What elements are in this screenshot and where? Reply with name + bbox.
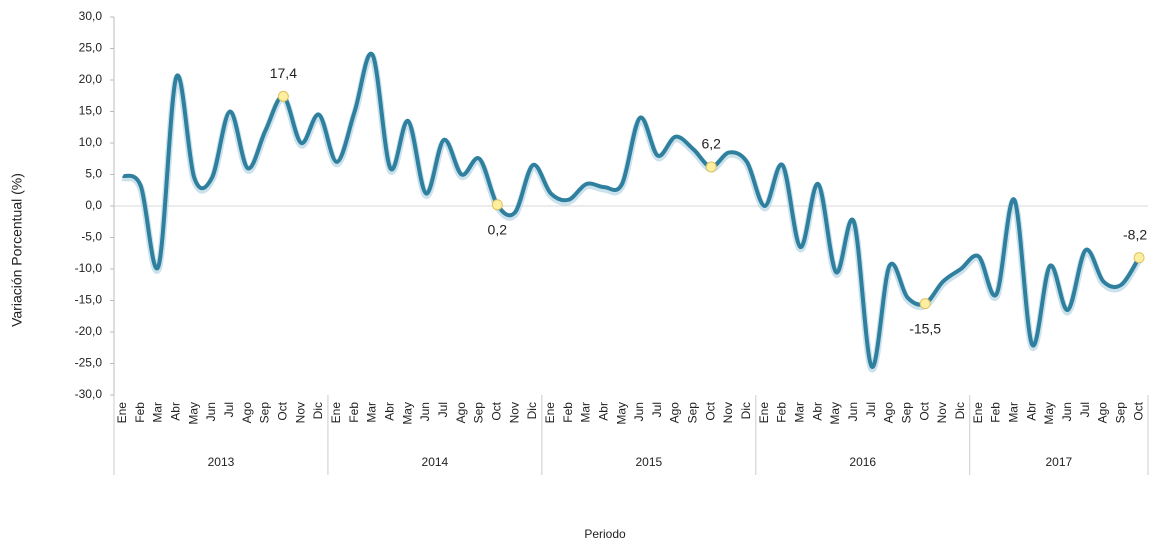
x-tick-label: Ene: [115, 402, 129, 424]
x-tick-label: Feb: [133, 402, 147, 423]
x-tick-label: Ene: [543, 402, 557, 424]
y-tick-label: 25,0: [79, 41, 103, 55]
x-tick-label: Dic: [953, 402, 967, 419]
y-axis-label: Variación Porcentual (%): [9, 173, 25, 327]
x-tick-label: May: [186, 402, 200, 425]
x-tick-label: Jun: [846, 402, 860, 421]
y-tick-label: -5,0: [81, 230, 102, 244]
x-tick-label: Abr: [382, 402, 396, 421]
data-label: -8,2: [1123, 226, 1147, 242]
point-marker: [705, 161, 717, 173]
point-marker: [491, 199, 503, 211]
x-tick-label: May: [828, 402, 842, 425]
x-tick-label: Mar: [793, 402, 807, 423]
x-tick-label: Ago: [1096, 402, 1110, 424]
x-tick-label: Ene: [757, 402, 771, 424]
x-tick-label: Nov: [293, 402, 307, 423]
x-tick-label: Jul: [1078, 402, 1092, 417]
x-tick-label: Ene: [971, 402, 985, 424]
data-label: 6,2: [701, 136, 721, 152]
data-label: 0,2: [488, 221, 508, 237]
group-label: 2016: [849, 455, 876, 469]
group-label: 2015: [635, 455, 662, 469]
data-label: -15,5: [909, 320, 941, 336]
x-tick-label: Dic: [525, 402, 539, 419]
x-tick-label: Dic: [739, 402, 753, 419]
x-tick-label: Feb: [347, 402, 361, 423]
x-tick-label: Mar: [579, 402, 593, 423]
x-tick-label: Oct: [276, 401, 290, 420]
y-tick-label: -25,0: [75, 356, 103, 370]
x-tick-label: Mar: [365, 402, 379, 423]
group-label: 2014: [422, 455, 449, 469]
x-tick-label: Abr: [810, 402, 824, 421]
x-tick-label: Sep: [686, 402, 700, 424]
x-tick-label: Oct: [489, 401, 503, 420]
x-tick-label: Jun: [204, 402, 218, 421]
x-tick-label: Sep: [1113, 402, 1127, 424]
x-tick-label: Abr: [596, 402, 610, 421]
x-tick-label: Ago: [240, 402, 254, 424]
x-tick-label: Dic: [311, 402, 325, 419]
x-tick-label: Abr: [169, 402, 183, 421]
y-tick-label: -20,0: [75, 324, 103, 338]
x-tick-label: Sep: [472, 402, 486, 424]
x-tick-label: Jul: [650, 402, 664, 417]
group-label: 2013: [208, 455, 235, 469]
point-marker: [1133, 252, 1145, 264]
y-tick-label: 5,0: [85, 167, 102, 181]
x-tick-label: Oct: [917, 401, 931, 420]
x-tick-label: Sep: [899, 402, 913, 424]
point-marker: [919, 298, 931, 310]
y-tick-label: 10,0: [79, 135, 103, 149]
x-tick-label: Ene: [329, 402, 343, 424]
x-tick-label: Ago: [882, 402, 896, 424]
x-tick-label: Sep: [258, 402, 272, 424]
y-tick-label: 15,0: [79, 104, 103, 118]
y-tick-label: -30,0: [75, 387, 103, 401]
y-tick-label: 20,0: [79, 72, 103, 86]
x-tick-label: May: [1042, 402, 1056, 425]
y-tick-label: -15,0: [75, 293, 103, 307]
x-tick-label: Jul: [222, 402, 236, 417]
data-label: 17,4: [270, 65, 297, 81]
y-tick-label: -10,0: [75, 261, 103, 275]
x-tick-label: Feb: [775, 402, 789, 423]
x-tick-label: Abr: [1024, 402, 1038, 421]
y-tick-label: 0,0: [85, 198, 102, 212]
x-tick-label: Jun: [1060, 402, 1074, 421]
x-tick-label: Feb: [561, 402, 575, 423]
x-axis-label: Periodo: [584, 527, 626, 541]
point-marker: [277, 90, 289, 102]
x-tick-label: Jun: [632, 402, 646, 421]
x-tick-label: Nov: [507, 402, 521, 423]
x-tick-label: Ago: [454, 402, 468, 424]
x-tick-label: Mar: [151, 402, 165, 423]
x-tick-label: Ago: [668, 402, 682, 424]
x-tick-label: Feb: [989, 402, 1003, 423]
x-tick-label: Mar: [1006, 402, 1020, 423]
x-tick-label: Jul: [436, 402, 450, 417]
x-tick-label: May: [614, 402, 628, 425]
x-tick-label: Oct: [703, 401, 717, 420]
y-tick-label: 30,0: [79, 9, 103, 23]
x-tick-label: Nov: [935, 402, 949, 423]
group-label: 2017: [1046, 455, 1073, 469]
x-tick-label: Oct: [1131, 401, 1145, 420]
x-tick-label: May: [400, 402, 414, 425]
x-tick-label: Jul: [864, 402, 878, 417]
x-tick-label: Jun: [418, 402, 432, 421]
x-tick-label: Nov: [721, 402, 735, 423]
